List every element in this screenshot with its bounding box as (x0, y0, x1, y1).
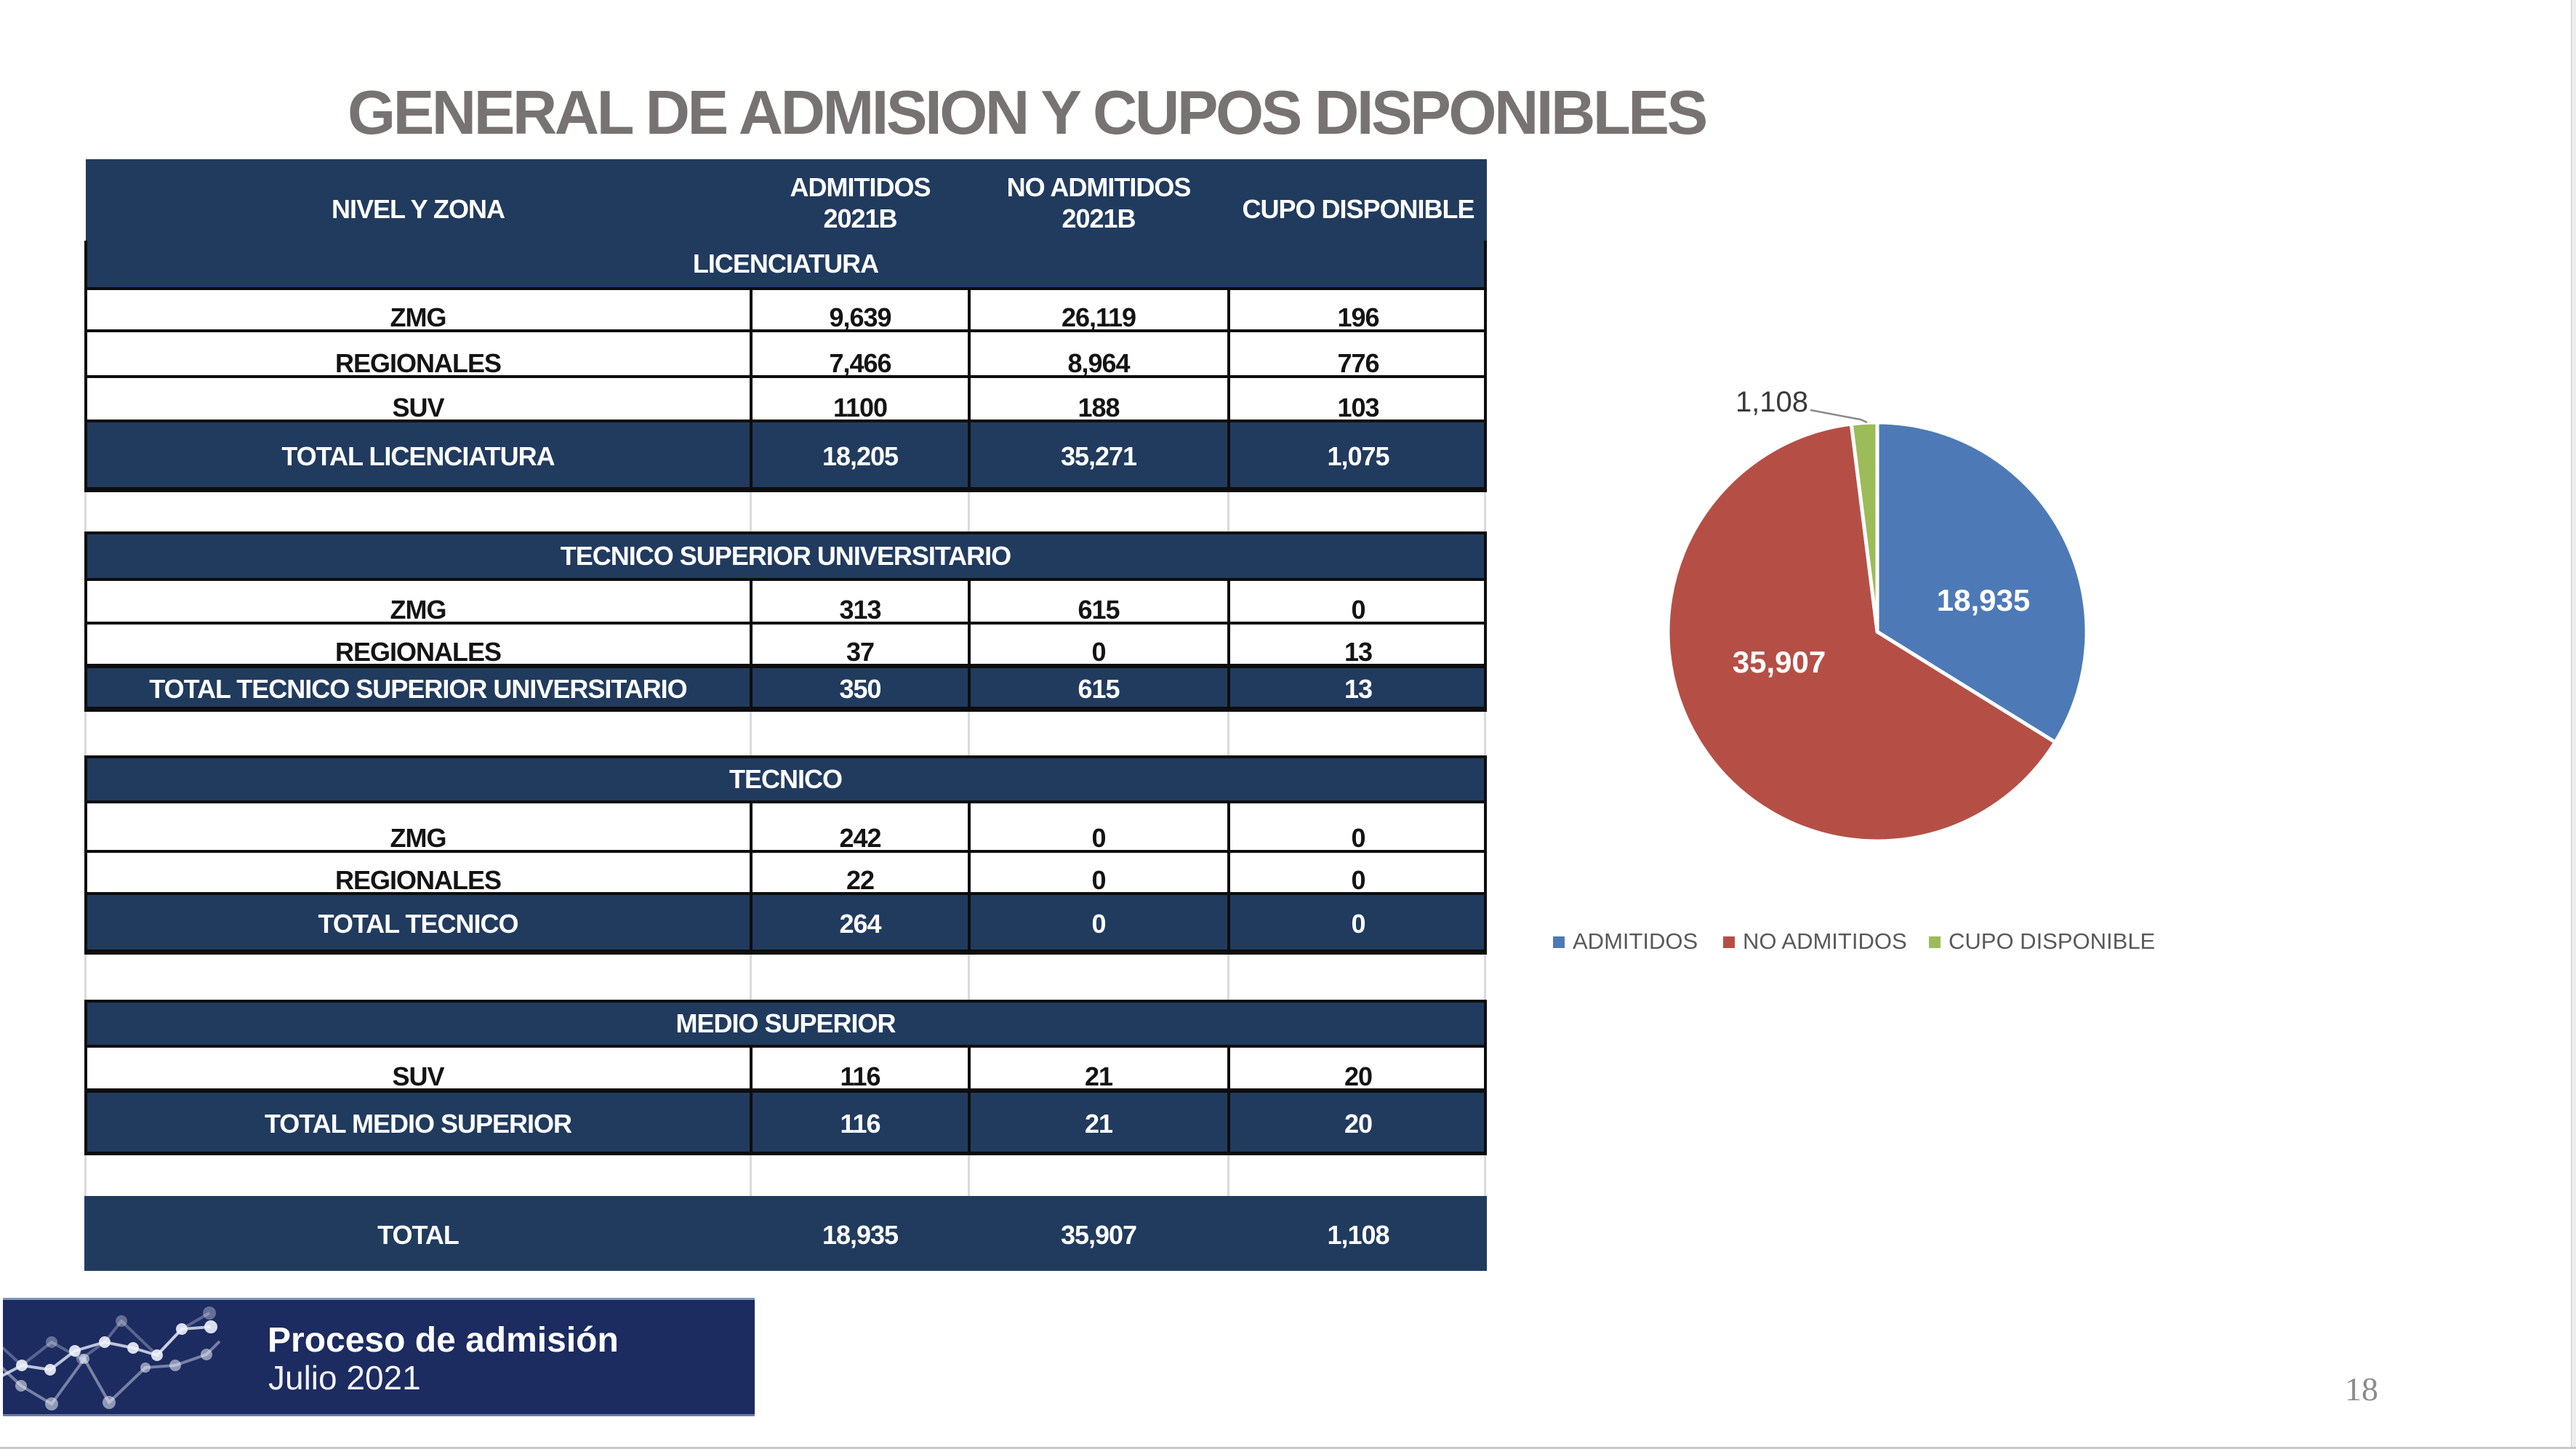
svg-text:1,108: 1,108 (1736, 386, 1808, 418)
svg-text:35,907: 35,907 (1733, 645, 1826, 679)
svg-text:18,935: 18,935 (1937, 583, 2030, 617)
